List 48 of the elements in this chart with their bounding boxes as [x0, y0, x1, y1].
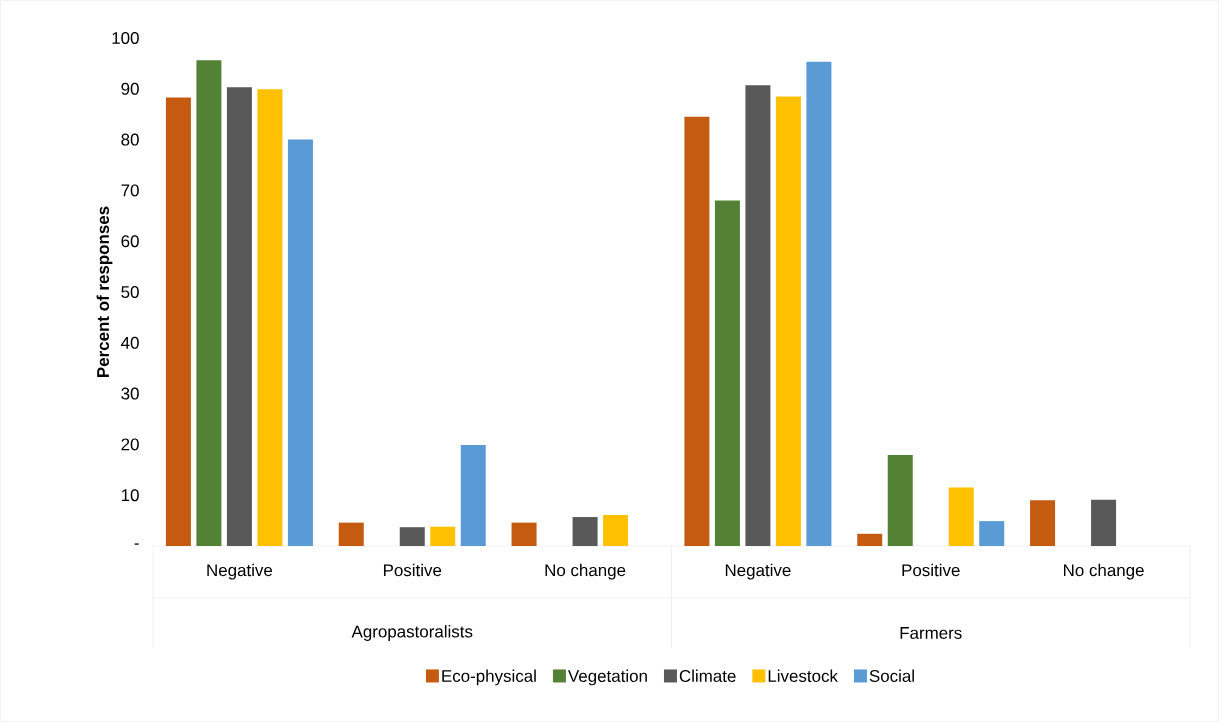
y-tick-label: -	[134, 543, 139, 545]
text: Agropastoralists	[351, 625, 473, 641]
y-tick-label: 30	[121, 387, 139, 400]
bar	[572, 517, 598, 546]
x-tick-label: Positive	[902, 563, 960, 577]
bar	[684, 116, 710, 546]
bar	[745, 85, 771, 546]
y-tick-label: 80	[121, 133, 139, 146]
y-tick-label: 90	[121, 82, 139, 95]
y-tick-label: 100	[112, 32, 139, 44]
bar	[287, 139, 313, 546]
bar	[165, 97, 191, 546]
bar	[857, 533, 883, 546]
y-tick-label: 20	[121, 438, 139, 451]
bar	[806, 61, 832, 546]
y-tick-label: 50	[121, 286, 139, 298]
bar	[257, 89, 283, 546]
bar	[948, 487, 974, 546]
x-tick-label: Positive	[383, 563, 442, 577]
y-axis-title: Percent of responses	[96, 206, 113, 377]
legend-label: Livestock	[768, 669, 838, 683]
bar	[979, 521, 1005, 546]
bar	[399, 527, 425, 546]
bar	[460, 444, 486, 546]
bar	[1091, 499, 1117, 546]
y-tick-label: 10	[121, 489, 139, 502]
bar	[226, 87, 252, 546]
legend-label: Social	[869, 669, 914, 683]
x-tick-label: Negative	[207, 563, 273, 580]
bar	[603, 515, 629, 546]
bar	[196, 60, 222, 546]
x-tick-label: Negative	[725, 563, 791, 580]
legend-label: Climate	[679, 669, 736, 683]
legend-label: Eco-physical	[442, 669, 536, 686]
bar	[430, 526, 456, 546]
bar	[775, 96, 801, 546]
x-tick-label: No change	[1064, 563, 1144, 580]
bar	[714, 200, 740, 546]
y-tick-label: 60	[121, 235, 139, 248]
text: Farmers	[900, 627, 962, 639]
y-tick-label: 40	[121, 336, 139, 349]
y-tick-label: 70	[121, 184, 139, 197]
bar	[1030, 500, 1056, 546]
x-tick-label: No change	[545, 563, 626, 580]
bar	[887, 455, 913, 546]
legend-label: Vegetation	[568, 669, 647, 686]
bar	[511, 522, 537, 546]
bar	[338, 522, 364, 546]
